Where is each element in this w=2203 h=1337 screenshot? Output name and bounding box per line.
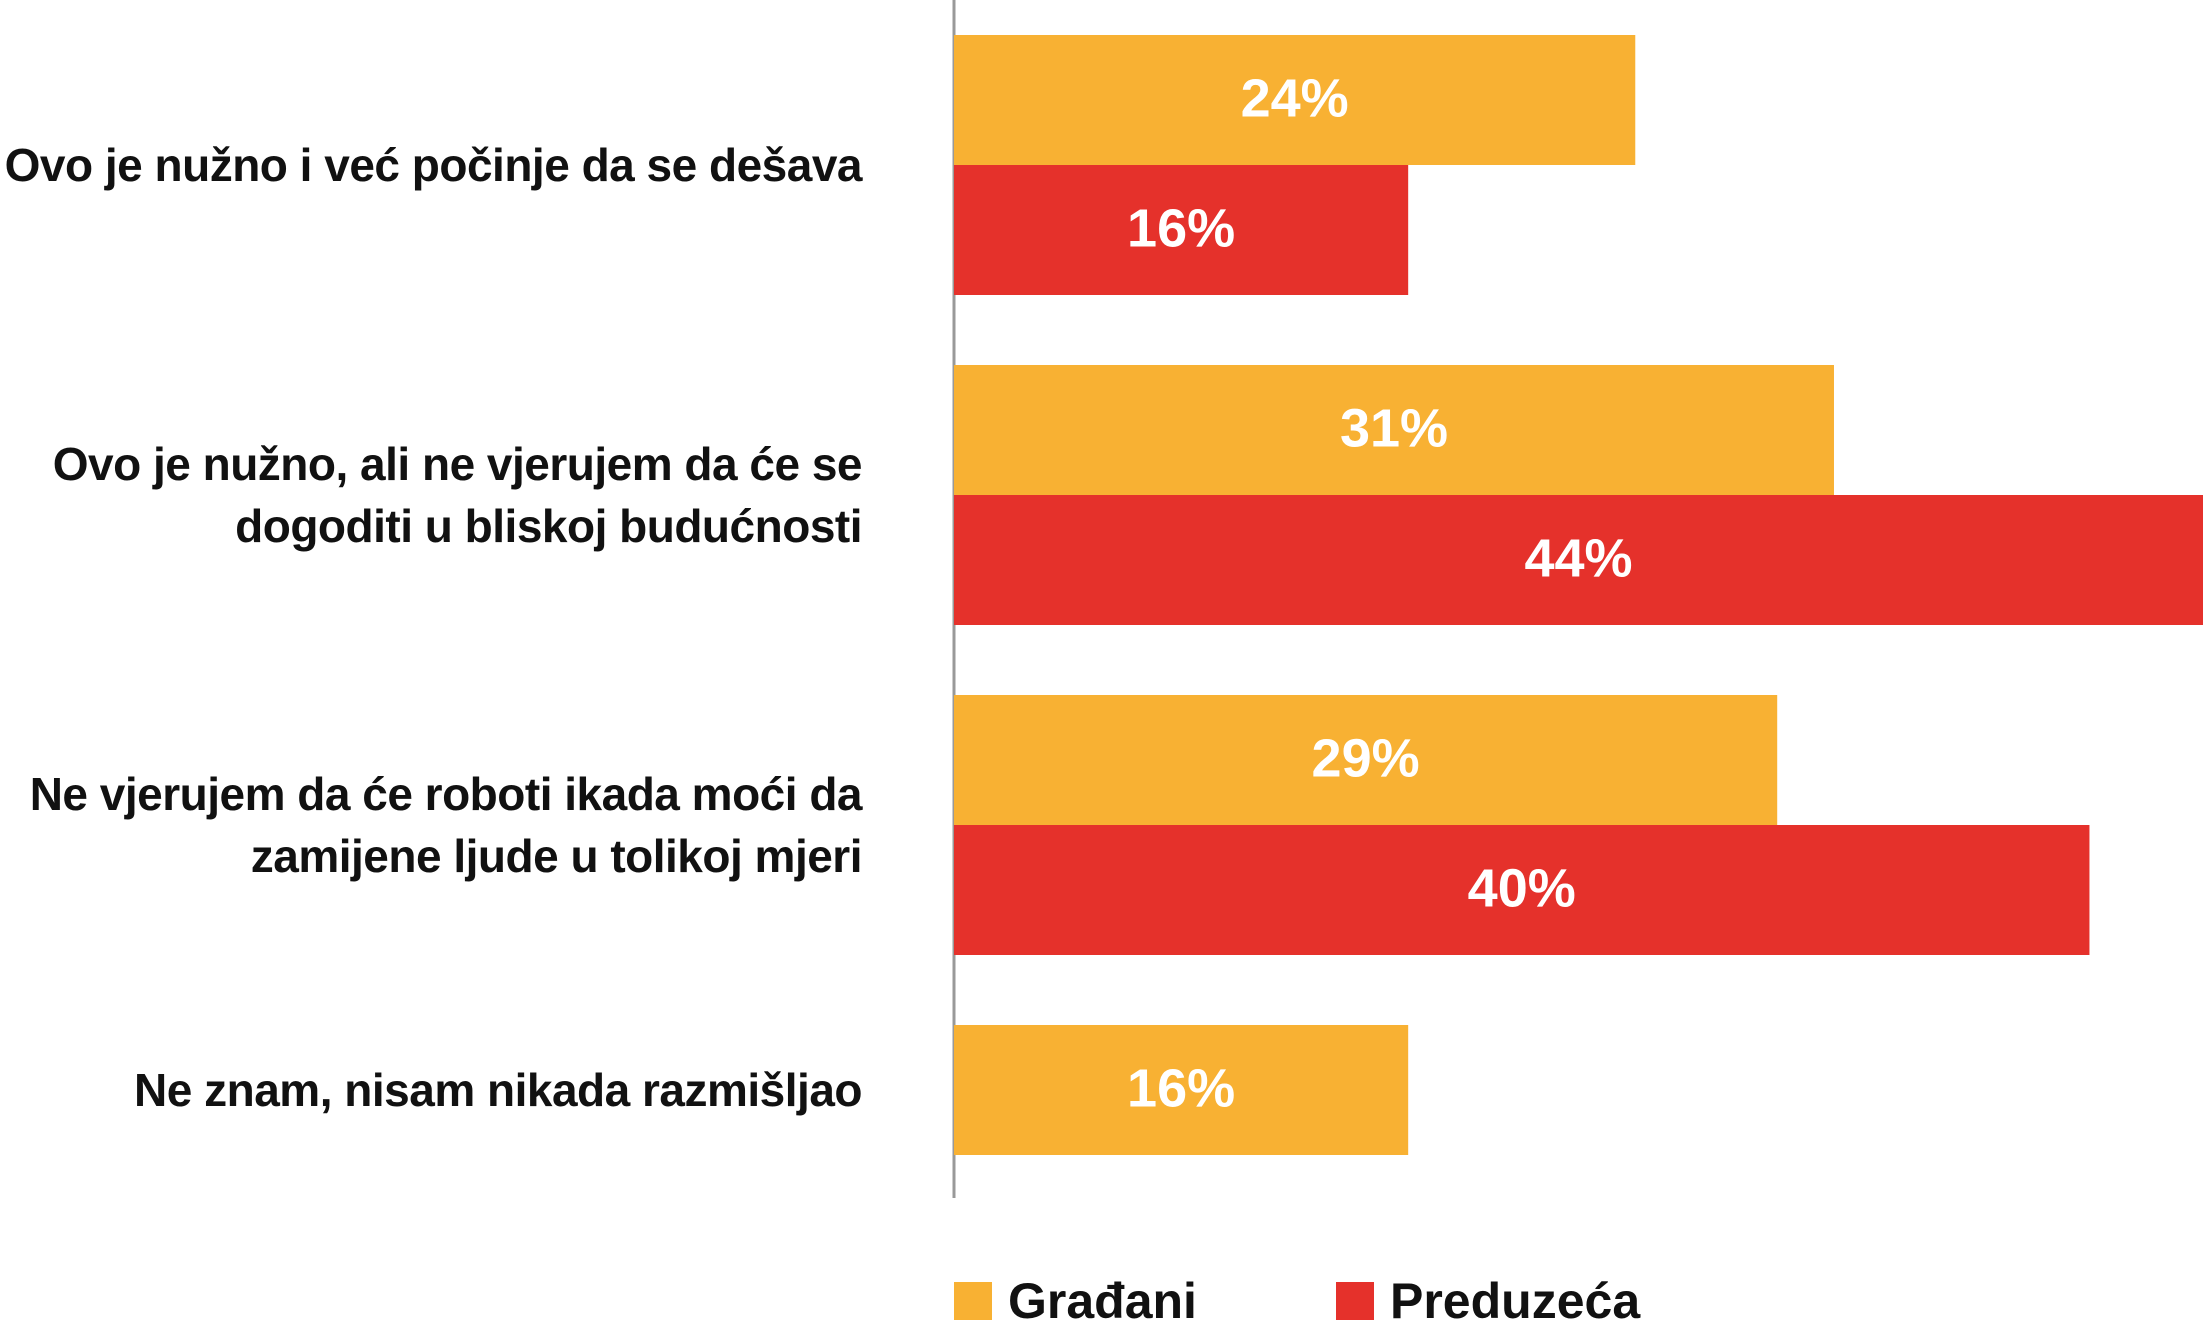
bar [954, 365, 1834, 495]
legend-item: Građani [954, 1272, 1197, 1330]
value-label: 44% [1524, 528, 1632, 588]
legend-item: Preduzeća [1336, 1272, 1640, 1330]
legend-label: Preduzeća [1390, 1273, 1641, 1329]
legend-swatch [1336, 1282, 1374, 1320]
value-label: 40% [1468, 858, 1576, 918]
bar [954, 35, 1636, 165]
value-label: 16% [1127, 198, 1235, 258]
bar [954, 165, 1409, 295]
category-label: Ovo je nužno i već počinje da se dešava [4, 139, 863, 191]
bar [954, 695, 1778, 825]
value-label: 24% [1241, 68, 1349, 128]
value-label: 29% [1312, 728, 1420, 788]
category-label: Ne vjerujem da će roboti ikada moći da z… [29, 768, 863, 882]
value-label: 16% [1127, 1058, 1235, 1118]
legend-swatch [954, 1282, 992, 1320]
category-label: Ne znam, nisam nikada razmišljao [134, 1064, 862, 1116]
category-label: Ovo je nužno, ali ne vjerujem da će se d… [52, 438, 863, 552]
bar [954, 495, 2203, 625]
bar [954, 825, 2090, 955]
legend-label: Građani [1008, 1273, 1197, 1329]
bar [954, 1025, 1409, 1155]
value-label: 31% [1340, 398, 1448, 458]
